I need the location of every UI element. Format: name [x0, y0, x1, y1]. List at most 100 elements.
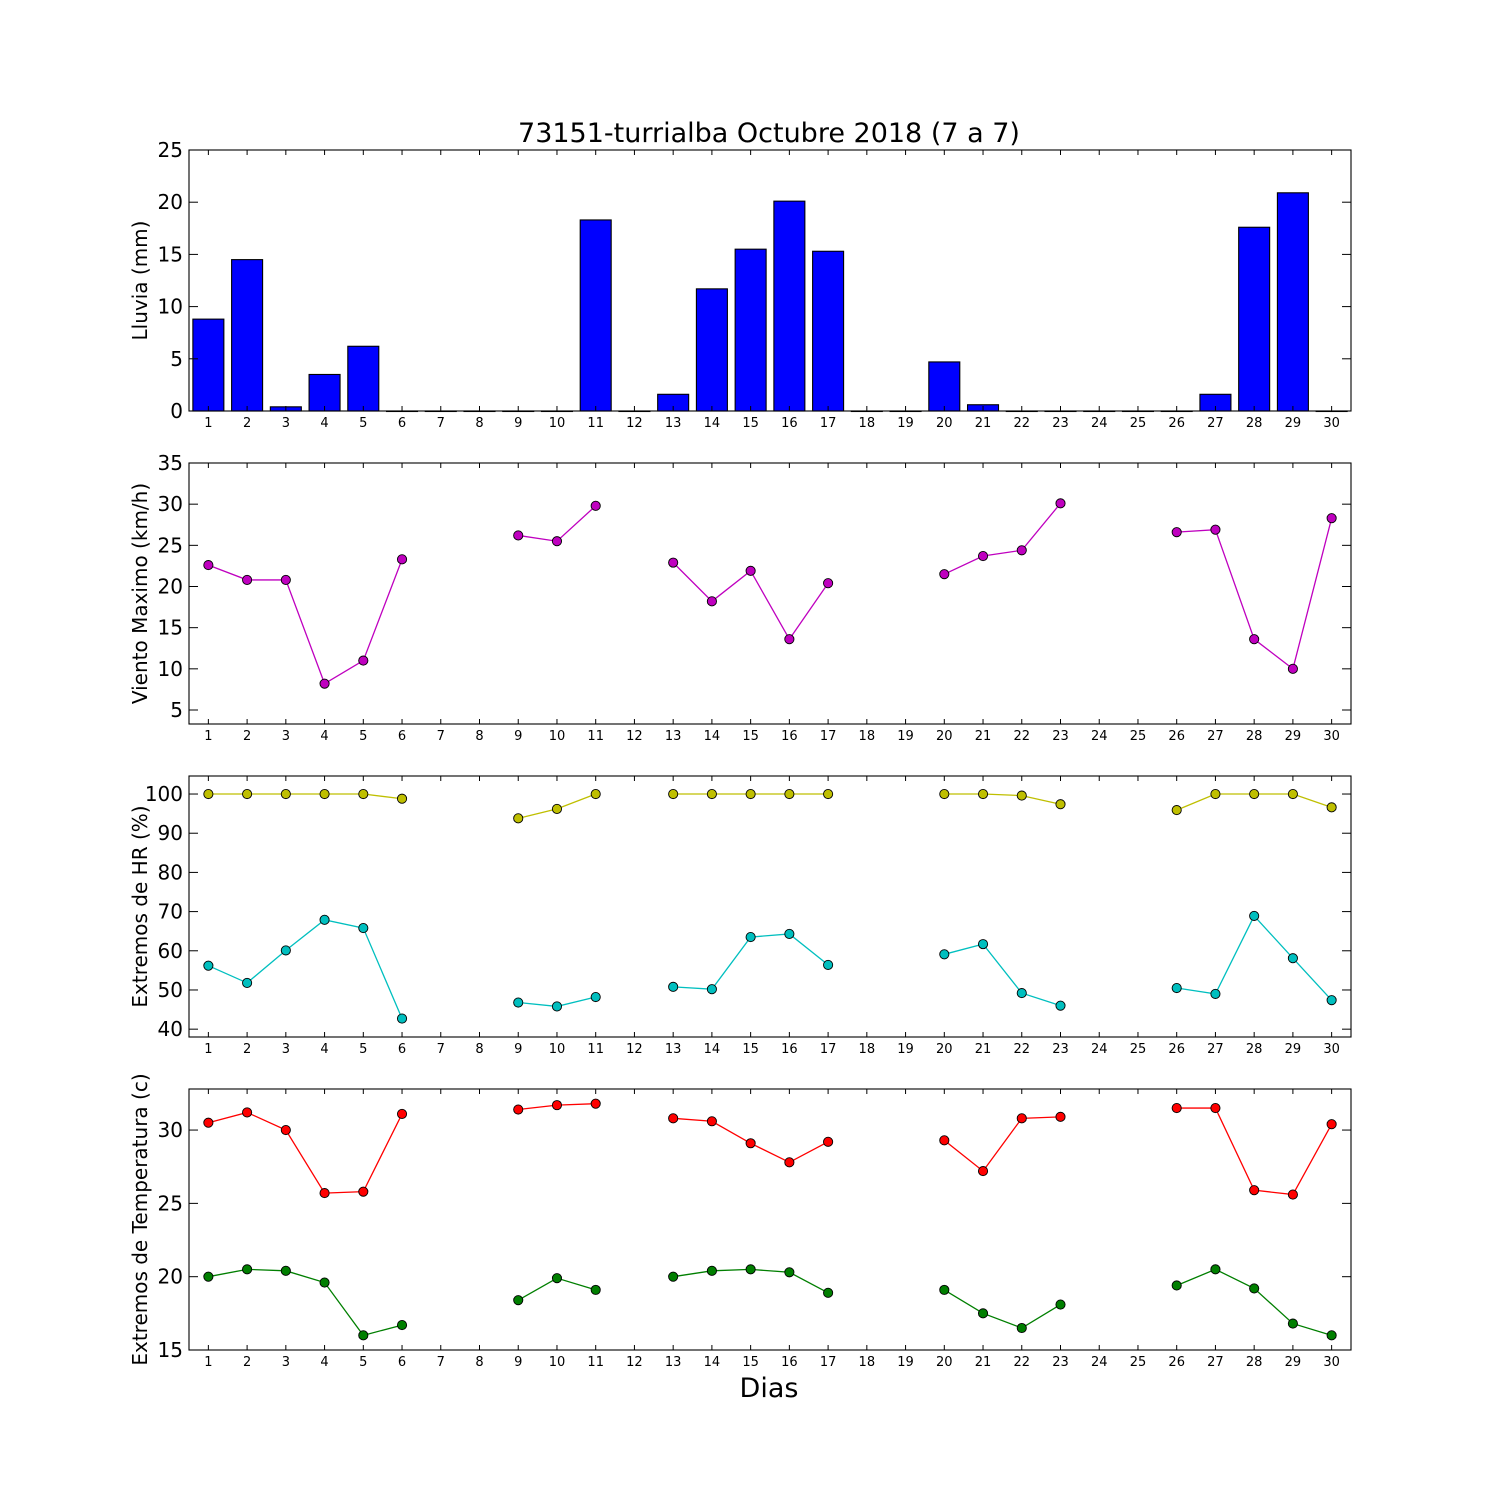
panel-3-series-1-point-day-2	[242, 788, 253, 800]
panel-2-series-1-point-day-23	[1055, 498, 1066, 509]
panel-1-bar-day-4	[308, 373, 341, 412]
panel-4-series-2-point-day-16	[784, 1267, 795, 1278]
panel-3-x-tick-label: 21	[975, 1042, 992, 1057]
panel-2-series-1-point-day-29	[1287, 663, 1298, 674]
panel-1-x-tick-label: 25	[1130, 416, 1147, 431]
panel-2-x-tick-label: 30	[1323, 729, 1340, 744]
panel-3-x-tick-label: 12	[626, 1042, 643, 1057]
panel-4-series-2-point-day-13	[668, 1271, 679, 1282]
panel-4-series-2-point-day-5	[358, 1330, 369, 1341]
panel-4-series-2-point-day-22	[1016, 1322, 1027, 1334]
panel-4-x-tick-label: 4	[320, 1355, 328, 1370]
panel-2-series-1-point-day-10	[551, 536, 563, 547]
panel-3-y-tick-label: 100	[145, 782, 183, 806]
panel-4-series-1-point-day-14	[706, 1116, 717, 1127]
panel-4-series-1-point-day-2	[242, 1107, 253, 1118]
panel-4-y-tick-label: 20	[158, 1265, 183, 1289]
panel-3-series-1-point-day-6	[396, 793, 408, 804]
panel-1-x-tick-label: 30	[1323, 416, 1340, 431]
panel-4-x-tick-label: 25	[1130, 1355, 1147, 1370]
panel-2-series-1-point-day-11	[590, 500, 601, 511]
x-axis-label: Dias	[740, 1373, 799, 1404]
panel-1-y-tick-label: 15	[158, 242, 183, 266]
panel-1-bar-day-17	[812, 250, 845, 412]
panel-4-x-tick-label: 12	[626, 1355, 643, 1370]
panel-2-frame	[188, 462, 1352, 725]
panel-2-series-1-point-day-4	[319, 678, 330, 689]
panel-3-series-2-point-day-10	[551, 1001, 563, 1012]
panel-3-series-1-point-day-4	[319, 788, 330, 800]
panel-1-bar-day-16	[773, 200, 806, 412]
chart-title: 73151-turrialba Octubre 2018 (7 a 7)	[518, 118, 1020, 149]
panel-4-x-tick-label: 20	[936, 1355, 953, 1370]
panel-3-series-1-point-day-10	[551, 803, 563, 814]
panel-2-series-1-line-4	[944, 502, 1062, 575]
panel-4-x-tick-label: 2	[243, 1355, 251, 1370]
panel-2-x-tick-label: 27	[1207, 729, 1224, 744]
panel-1-x-tick-label: 2	[243, 416, 251, 431]
panel-3-series-2-point-day-22	[1016, 988, 1027, 999]
panel-1-x-tick-label: 1	[204, 416, 212, 431]
panel-3-x-tick-label: 23	[1052, 1042, 1069, 1057]
panel-3-series-2-point-day-23	[1055, 1000, 1066, 1011]
panel-1-x-tick-label: 5	[359, 416, 367, 431]
panel-1-bar-day-5	[347, 345, 380, 412]
panel-1-y-axis-label: Lluvia (mm)	[128, 221, 152, 341]
panel-3-y-tick-label: 90	[158, 821, 183, 845]
panel-4-series-2-point-day-4	[319, 1277, 330, 1288]
panel-2-series-1-point-day-13	[668, 557, 679, 568]
panel-4-series-2-point-day-10	[551, 1273, 563, 1284]
chart-panels: 1 2 3 4 5 6 7 8 9 10 11 12 13 14 15 16 17 18 19 20 21 22 23 24 2…	[128, 138, 1352, 1370]
panel-4-series-1-point-day-27	[1210, 1103, 1221, 1114]
panel-2-x-tick-label: 7	[437, 729, 445, 744]
panel-4-series-2-point-day-20	[939, 1284, 950, 1295]
panel-3-series-2-point-day-20	[939, 949, 950, 960]
panel-3-x-tick-label: 5	[359, 1042, 367, 1057]
panel-3-series-2-point-day-6	[396, 1013, 408, 1024]
panel-4-x-tick-label: 23	[1052, 1355, 1069, 1370]
panel-1-bar-day-28	[1238, 226, 1271, 412]
panel-4-y-tick-label: 30	[158, 1118, 183, 1142]
panel-3-series-1-point-day-22	[1016, 790, 1027, 801]
panel-1-x-tick-label: 27	[1207, 416, 1224, 431]
panel-4-series-1-point-day-28	[1249, 1185, 1260, 1196]
panel-3-series-1-line-1	[208, 793, 403, 800]
panel-2-series-1-line-1	[208, 559, 403, 685]
panel-3-series-1-point-day-1	[203, 788, 214, 800]
panel-2-series-1-point-day-30	[1326, 513, 1337, 524]
panel-3-series-2-point-day-4	[319, 914, 330, 925]
panel-4-series-1-point-day-1	[203, 1117, 214, 1128]
panel-3-x-tick-label: 13	[665, 1042, 682, 1057]
panel-1-x-tick-label: 17	[820, 416, 837, 431]
panel-4-x-tick-label: 28	[1246, 1355, 1263, 1370]
panel-3-series-2-line-1	[208, 919, 403, 1019]
panel-4-x-tick-label: 7	[437, 1355, 445, 1370]
panel-2-x-tick-label: 4	[320, 729, 328, 744]
panel-3-series-2-point-day-13	[668, 981, 679, 992]
panel-3-series-1-point-day-13	[668, 788, 679, 800]
panel-1-bar-day-14	[695, 288, 728, 412]
panel-3-frame	[188, 775, 1352, 1038]
panel-2-x-tick-label: 6	[398, 729, 406, 744]
panel-1-bar-day-1	[192, 318, 225, 412]
panel-2-x-tick-label: 1	[204, 729, 212, 744]
panel-3-series-2-point-day-1	[203, 960, 214, 971]
panel-3-x-tick-label: 30	[1323, 1042, 1340, 1057]
panel-3-series-1-point-day-20	[939, 788, 950, 800]
panel-1-x-tick-label: 7	[437, 416, 445, 431]
panel-3-x-tick-label: 3	[282, 1042, 290, 1057]
panel-1-x-tick-label: 22	[1013, 416, 1030, 431]
panel-1-x-tick-label: 18	[859, 416, 876, 431]
panel-3-series-1-line-4	[944, 793, 1061, 805]
panel-3-series-2-point-day-17	[823, 959, 834, 970]
panel-4-series-2-point-day-28	[1249, 1283, 1260, 1294]
panel-4-x-tick-label: 30	[1323, 1355, 1340, 1370]
panel-2-series-1-point-day-20	[939, 569, 950, 580]
panel-4-x-tick-label: 6	[398, 1355, 406, 1370]
panel-4-series-1-point-day-17	[823, 1136, 834, 1147]
panel-2-x-tick-label: 16	[781, 729, 798, 744]
panel-2-y-tick-label: 25	[158, 533, 183, 557]
panel-3-x-tick-label: 8	[475, 1042, 483, 1057]
panel-3-series-1-point-day-29	[1287, 788, 1298, 800]
